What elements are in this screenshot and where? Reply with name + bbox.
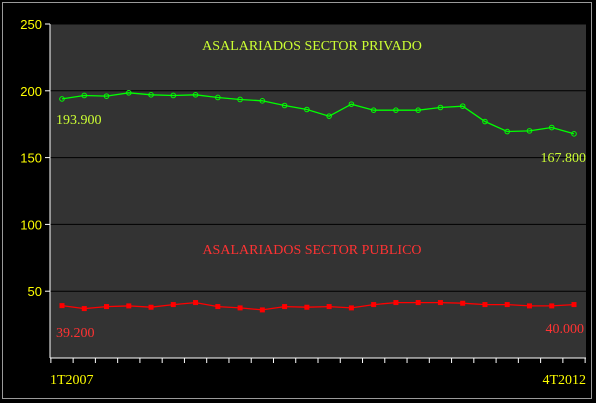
series-layer xyxy=(59,90,577,313)
data-point xyxy=(304,304,310,310)
data-point xyxy=(459,103,466,109)
series-sector-publico xyxy=(59,300,577,313)
data-point xyxy=(460,300,466,306)
y-tick-label: 150 xyxy=(20,151,42,166)
data-point xyxy=(526,128,533,134)
data-point xyxy=(215,94,221,101)
annotation-sector-publico: ASALARIADOS SECTOR PUBLICO xyxy=(202,243,421,258)
data-label-privado-last: 167.800 xyxy=(541,151,587,166)
data-point xyxy=(59,96,65,102)
data-point xyxy=(326,304,332,310)
data-point xyxy=(237,305,243,311)
data-label-privado-first: 193.900 xyxy=(56,113,102,128)
y-tick-label: 250 xyxy=(20,17,42,32)
data-point xyxy=(81,306,87,312)
data-point xyxy=(304,106,310,113)
y-tick-label: 100 xyxy=(20,217,42,232)
data-point xyxy=(370,107,377,113)
data-point xyxy=(482,302,488,308)
data-point xyxy=(237,96,243,103)
data-point xyxy=(504,302,510,308)
data-point xyxy=(526,303,532,309)
data-point xyxy=(282,304,288,310)
data-point xyxy=(393,300,399,306)
data-point xyxy=(192,92,199,98)
data-point xyxy=(170,92,177,99)
data-point xyxy=(371,302,377,308)
data-point xyxy=(259,98,266,104)
data-point xyxy=(103,93,110,99)
series-sector-privado xyxy=(59,90,577,137)
data-point xyxy=(437,300,443,306)
y-tick-label: 200 xyxy=(20,84,42,99)
axes xyxy=(49,24,586,363)
data-point xyxy=(415,107,421,113)
data-point xyxy=(348,305,354,311)
x-tick-label-first: 1T2007 xyxy=(50,373,94,388)
data-point xyxy=(504,128,511,135)
data-point xyxy=(348,101,355,107)
data-point xyxy=(482,118,488,125)
data-point xyxy=(148,92,154,98)
x-tick-label-last: 4T2012 xyxy=(542,373,586,388)
grid-lines xyxy=(50,23,586,292)
data-point xyxy=(126,303,132,309)
data-point xyxy=(281,102,288,109)
data-label-publico-first: 39.200 xyxy=(56,326,95,341)
data-point xyxy=(259,307,265,313)
y-axis-ticks: 250 200 150 100 50 xyxy=(20,17,50,299)
data-point xyxy=(215,304,221,310)
data-point xyxy=(170,302,176,308)
data-point xyxy=(59,303,65,309)
series-line xyxy=(61,301,575,311)
data-point xyxy=(193,300,199,306)
annotation-sector-privado: ASALARIADOS SECTOR PRIVADO xyxy=(202,39,422,54)
data-point xyxy=(415,300,421,306)
data-label-publico-last: 40.000 xyxy=(546,322,585,337)
data-point xyxy=(571,302,577,308)
data-point xyxy=(125,90,132,96)
data-point xyxy=(437,104,444,111)
data-point xyxy=(104,304,110,310)
data-point xyxy=(549,303,555,309)
data-point xyxy=(571,131,577,137)
data-point xyxy=(326,113,332,119)
series-line xyxy=(61,92,575,135)
data-point xyxy=(548,124,555,131)
plot-area xyxy=(50,24,586,358)
data-point xyxy=(148,304,154,310)
data-point xyxy=(81,92,88,99)
data-point xyxy=(393,107,399,113)
y-tick-label: 50 xyxy=(28,284,42,299)
